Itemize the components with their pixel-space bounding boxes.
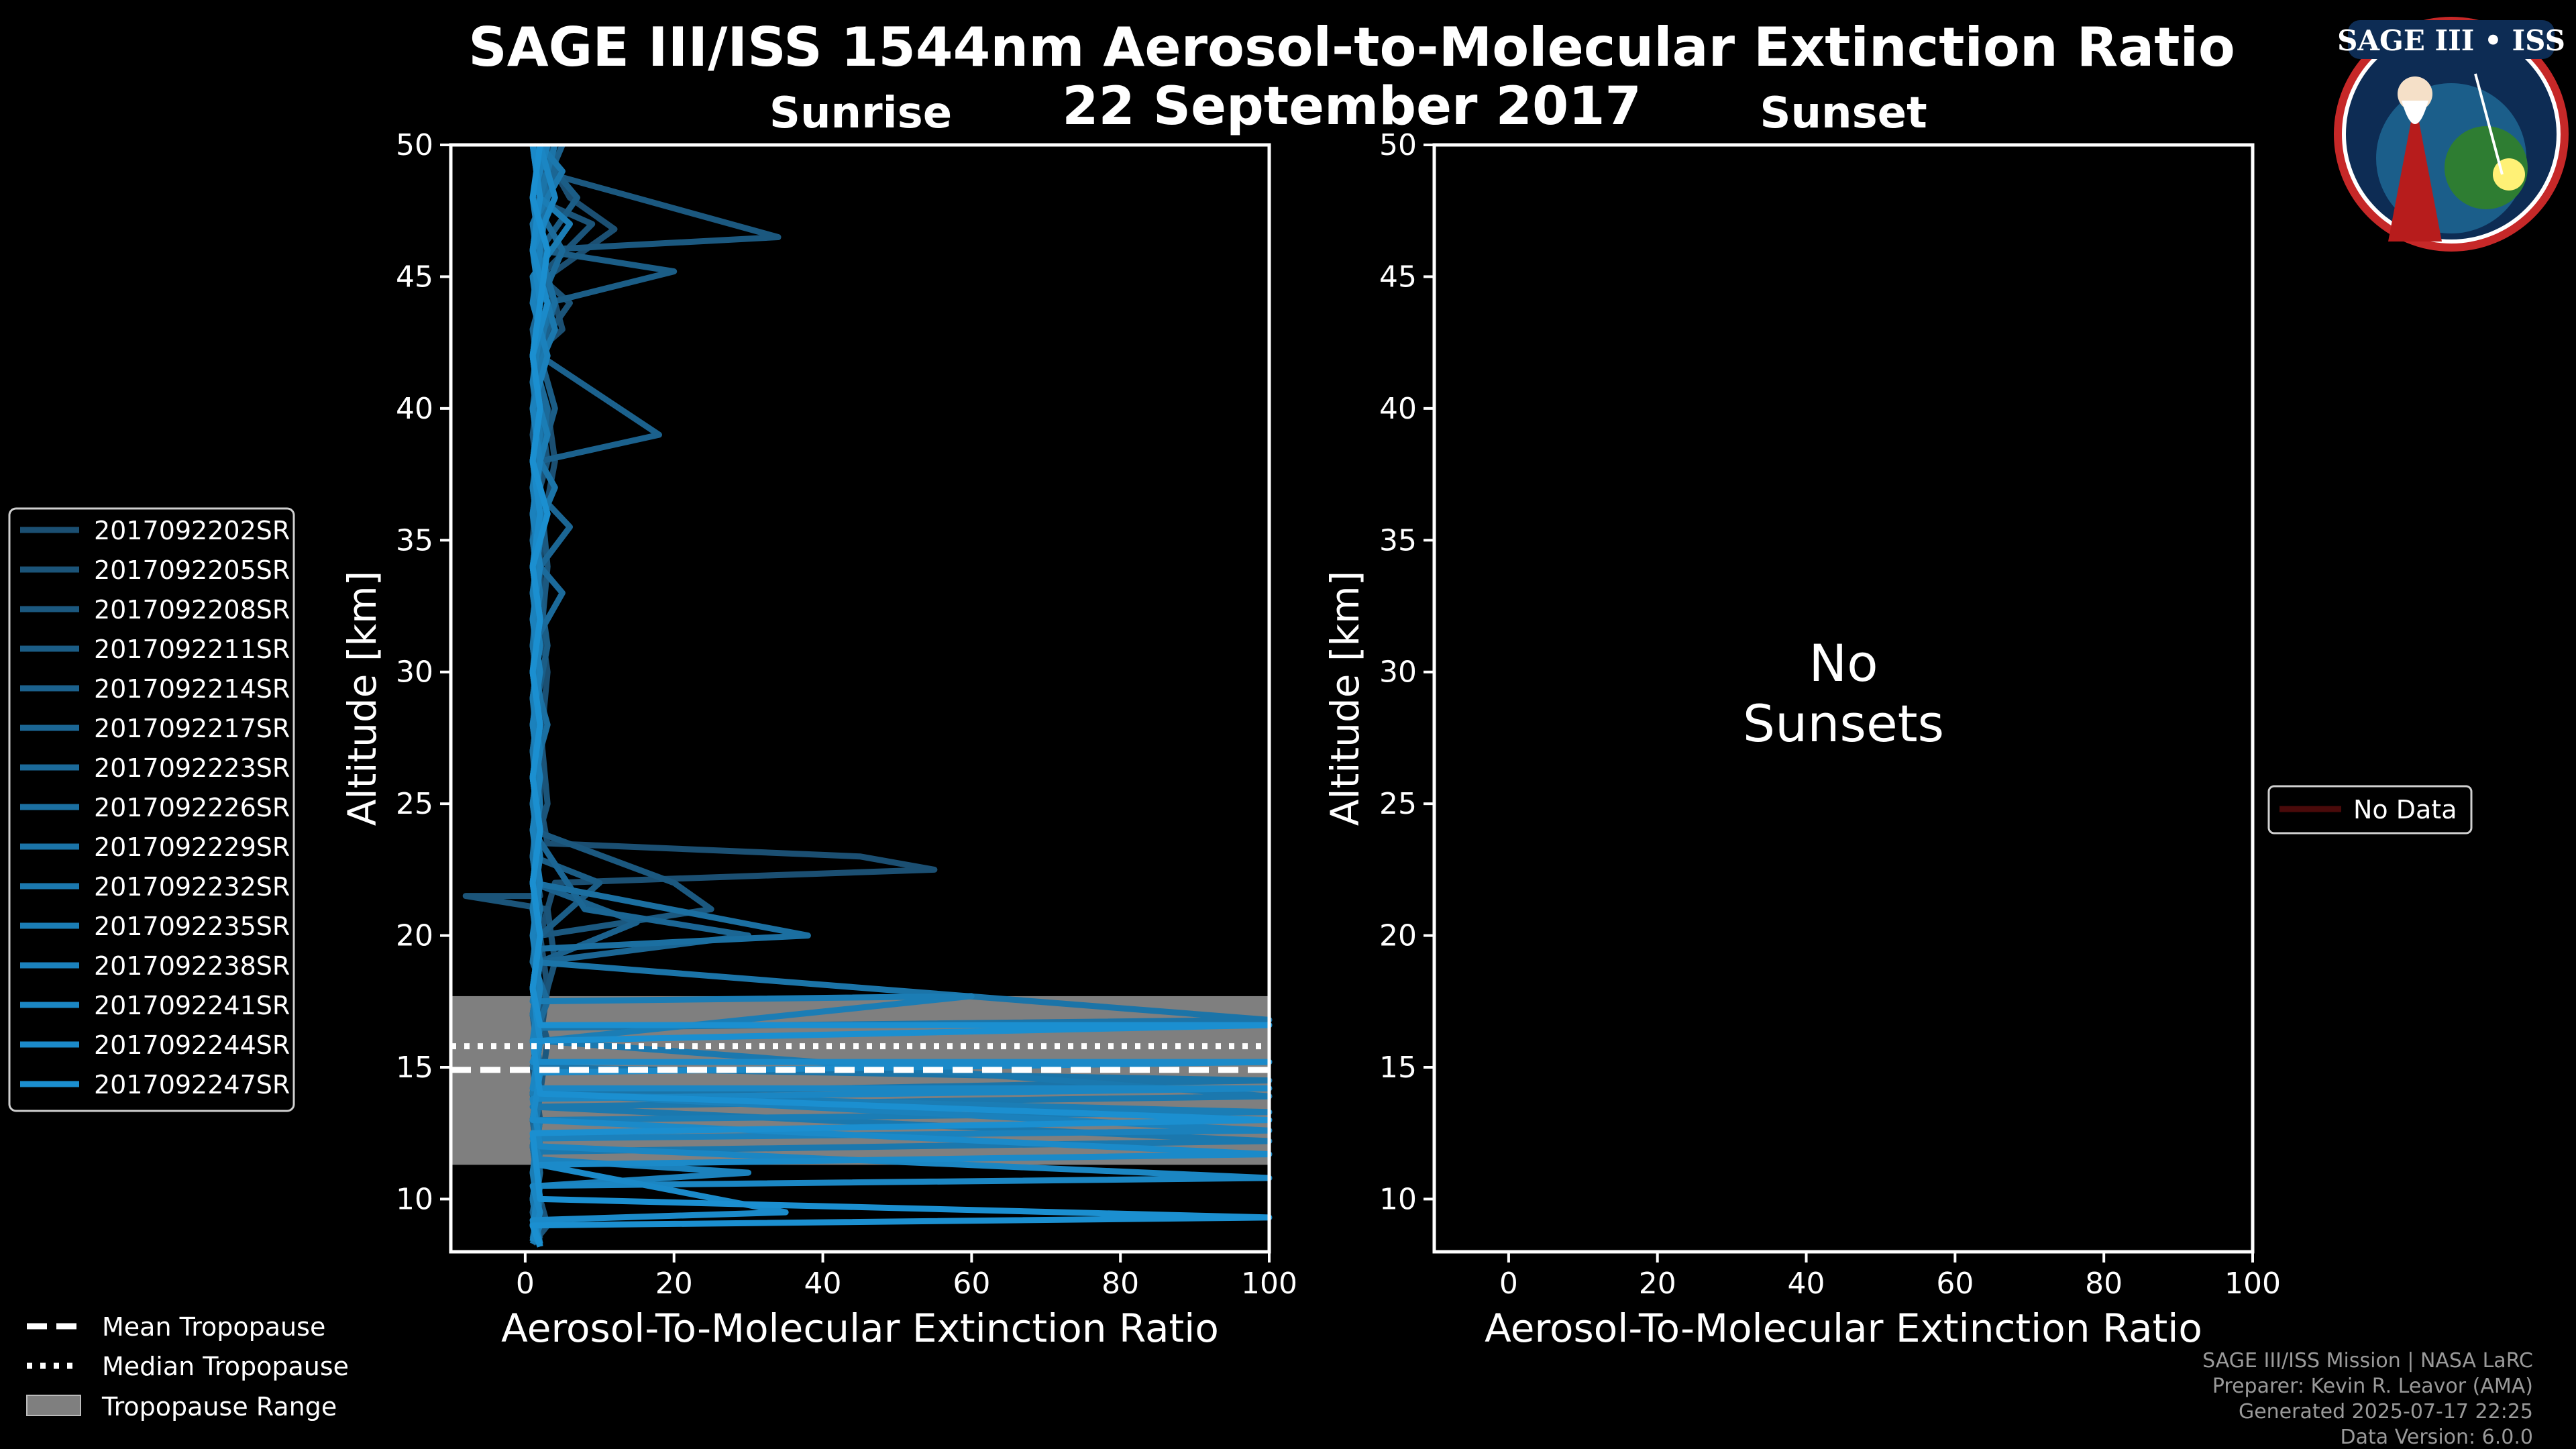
figure-date: 22 September 2017 (1062, 76, 1642, 137)
mean-tropopause-legend-label: Mean Tropopause (102, 1312, 325, 1342)
sunrise-x-ticks: 0 20 40 60 80 100 (516, 1252, 1297, 1301)
sunset-y-tick-label: 25 (1379, 787, 1417, 821)
sunrise-series-lines (462, 143, 1273, 1248)
sunrise-y-tick-label: 25 (396, 787, 433, 821)
sunrise-x-tick-label: 20 (655, 1267, 693, 1301)
sunrise-y-tick-label: 50 (396, 128, 433, 162)
legend-label-2017092235SR: 2017092235SR (94, 912, 290, 941)
legend-label-2017092223SR: 2017092223SR (94, 753, 290, 783)
sunset-y-tick-label: 15 (1379, 1051, 1417, 1085)
no-data-legend-label: No Data (2353, 795, 2457, 824)
sunset-y-tick-label: 35 (1379, 523, 1417, 557)
sunset-x-tick-label: 100 (2224, 1267, 2281, 1301)
legend-label-2017092214SR: 2017092214SR (94, 674, 290, 704)
legend-label-2017092247SR: 2017092247SR (94, 1070, 290, 1099)
sunrise-y-axis-label: Altitude [km] (339, 571, 385, 826)
sunset-legend: No Data (2267, 785, 2473, 835)
sunrise-y-tick-label: 30 (396, 655, 433, 690)
tropopause-range-legend-label: Tropopause Range (101, 1392, 337, 1421)
sunset-y-ticks: 10 15 20 25 30 35 40 45 50 (1379, 128, 1434, 1216)
sunset-panel-title: Sunset (1760, 89, 1927, 138)
legend-label-2017092208SR: 2017092208SR (94, 595, 290, 625)
sunrise-x-tick-label: 100 (1241, 1267, 1297, 1301)
sunset-y-tick-label: 50 (1379, 128, 1417, 162)
sage-iii-iss-logo: SAGE III • ISS (2334, 17, 2569, 252)
credit-line-4: Data Version: 6.0.0 (2341, 1426, 2533, 1449)
sunset-x-tick-label: 60 (1936, 1267, 1974, 1301)
sunset-y-tick-label: 20 (1379, 919, 1417, 953)
credits: SAGE III/ISS Mission | NASA LaRC Prepare… (2202, 1349, 2533, 1449)
credit-line-1: SAGE III/ISS Mission | NASA LaRC (2202, 1349, 2533, 1373)
sunrise-y-tick-label: 40 (396, 392, 433, 426)
no-sunsets-annotation-line1: No (1809, 633, 1878, 693)
sunset-y-tick-label: 10 (1379, 1182, 1417, 1216)
no-sunsets-annotation-line2: Sunsets (1743, 694, 1944, 753)
legend-label-2017092244SR: 2017092244SR (94, 1030, 290, 1060)
sunset-y-tick-label: 45 (1379, 260, 1417, 294)
legend-label-2017092205SR: 2017092205SR (94, 555, 290, 585)
tropopause-legend: Mean Tropopause Median Tropopause Tropop… (26, 1312, 349, 1421)
sunrise-y-tick-label: 10 (396, 1182, 433, 1216)
sunset-panel: 0 20 40 60 80 100 10 15 20 25 30 35 40 45 50 Aerosol-… (1322, 128, 2281, 1351)
sunset-x-tick-label: 80 (2085, 1267, 2123, 1301)
legend-label-2017092226SR: 2017092226SR (94, 793, 290, 822)
sunrise-y-tick-label: 35 (396, 523, 433, 557)
logo-text: SAGE III • ISS (2337, 24, 2565, 57)
series-line-2017092247SR (529, 144, 1273, 1248)
legend-label-2017092211SR: 2017092211SR (94, 635, 290, 664)
legend-label-2017092202SR: 2017092202SR (94, 516, 290, 545)
sunrise-x-tick-label: 0 (516, 1267, 535, 1301)
sunset-x-axis-label: Aerosol-To-Molecular Extinction Ratio (1485, 1305, 2202, 1351)
sunrise-y-ticks: 10 15 20 25 30 35 40 45 50 (396, 128, 451, 1216)
legend-label-2017092217SR: 2017092217SR (94, 714, 290, 743)
legend-label-2017092232SR: 2017092232SR (94, 872, 290, 902)
sunrise-x-tick-label: 80 (1102, 1267, 1139, 1301)
credit-line-3: Generated 2025-07-17 22:25 (2239, 1400, 2533, 1424)
legend-label-2017092238SR: 2017092238SR (94, 951, 290, 981)
median-tropopause-legend-label: Median Tropopause (102, 1352, 349, 1381)
sunrise-x-tick-label: 60 (953, 1267, 990, 1301)
sunset-x-tick-label: 20 (1639, 1267, 1676, 1301)
sunrise-plot-frame (449, 143, 1271, 1254)
sunset-x-tick-label: 0 (1499, 1267, 1518, 1301)
legend-label-2017092229SR: 2017092229SR (94, 833, 290, 862)
sunrise-y-tick-label: 45 (396, 260, 433, 294)
credit-line-2: Preparer: Kevin R. Leavor (AMA) (2212, 1375, 2533, 1398)
sunset-x-tick-label: 40 (1788, 1267, 1825, 1301)
sunrise-x-tick-label: 40 (804, 1267, 842, 1301)
legend-label-2017092241SR: 2017092241SR (94, 991, 290, 1020)
sunset-y-tick-label: 30 (1379, 655, 1417, 690)
series-legend: 2017092202SR 2017092205SR 2017092208SR 2017… (8, 507, 295, 1112)
figure-title: SAGE III/ISS 1544nm Aerosol-to-Molecular… (468, 16, 2235, 78)
sunset-y-tick-label: 40 (1379, 392, 1417, 426)
sunrise-x-axis-label: Aerosol-To-Molecular Extinction Ratio (501, 1305, 1219, 1351)
sunrise-y-tick-label: 20 (396, 919, 433, 953)
sunset-x-ticks: 0 20 40 60 80 100 (1499, 1252, 2281, 1301)
sunrise-panel-title: Sunrise (769, 89, 952, 138)
sunrise-y-tick-label: 15 (396, 1051, 433, 1085)
tropopause-range-legend-swatch (26, 1395, 81, 1416)
sunset-plot-frame (1432, 143, 2255, 1254)
tropopause-lines (451, 1043, 1269, 1073)
sunrise-panel: 0 20 40 60 80 100 10 15 20 25 30 35 40 45 50 Aerosol-… (339, 128, 1297, 1351)
sunset-y-axis-label: Altitude [km] (1322, 571, 1368, 826)
